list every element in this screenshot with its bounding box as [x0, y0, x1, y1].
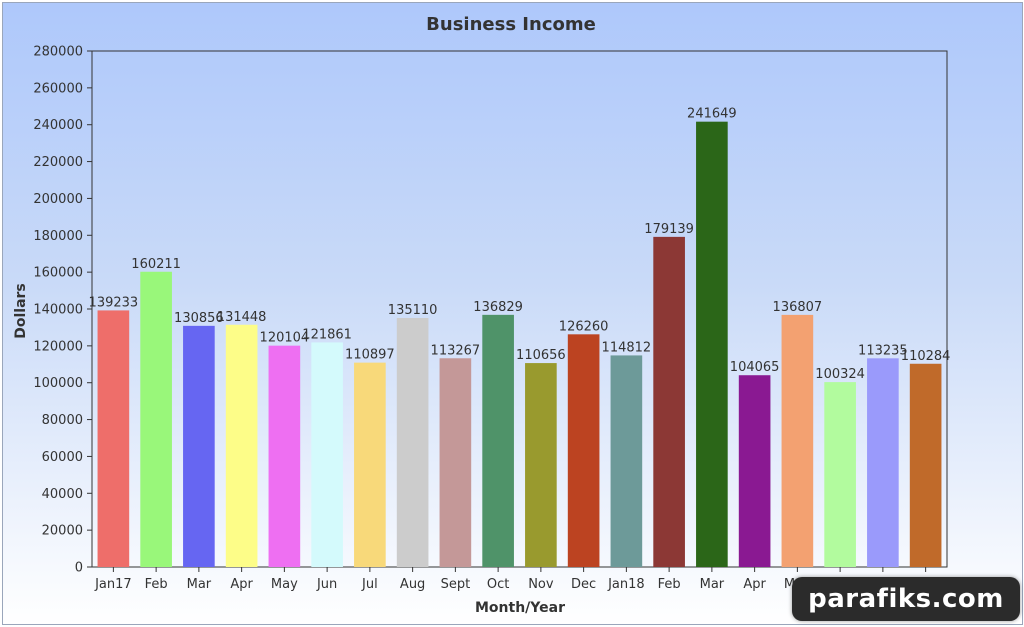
bar-value-label: 160211 — [131, 257, 181, 272]
x-tick-label: May — [271, 577, 298, 592]
bar-value-label: 110897 — [345, 348, 395, 363]
y-tick-label: 280000 — [33, 45, 83, 60]
y-tick-label: 180000 — [33, 229, 83, 244]
x-tick-label: Mar — [700, 577, 725, 592]
y-tick-label: 80000 — [42, 413, 83, 428]
bar — [482, 314, 514, 567]
bar — [867, 358, 899, 567]
bar — [781, 314, 814, 567]
bar-value-label: 110284 — [901, 349, 951, 364]
x-tick-label: Jun — [316, 577, 337, 592]
bar-value-label: 126260 — [559, 319, 609, 334]
watermark-text: parafiks.com — [808, 584, 1004, 614]
x-tick-label: Jan17 — [94, 577, 132, 592]
bar — [97, 310, 130, 567]
bar-value-label: 179139 — [644, 222, 694, 237]
x-tick-label: Feb — [145, 577, 168, 592]
bar-value-label: 135110 — [388, 303, 438, 318]
y-tick-label: 60000 — [42, 450, 83, 465]
bar-value-label: 110656 — [516, 348, 566, 363]
bar — [610, 355, 643, 567]
bar — [653, 236, 685, 567]
x-tick-label: Jan18 — [607, 577, 645, 592]
bar-value-label: 113267 — [431, 343, 481, 358]
x-tick-label: Oct — [487, 577, 509, 592]
bar — [696, 121, 728, 567]
y-tick-label: 240000 — [33, 118, 83, 133]
watermark-logo: parafiks.com — [792, 577, 1020, 621]
y-axis-ticks: 0 20000 40000 60000 80000 100000 120000 140000 1… — [33, 45, 92, 576]
bar-value-label: 104065 — [730, 360, 780, 375]
x-tick-label: Apr — [743, 577, 766, 592]
x-tick-label: Aug — [400, 577, 425, 592]
x-tick-label: Sept — [441, 577, 471, 592]
bar-value-label: 130856 — [174, 311, 224, 326]
y-tick-label: 260000 — [33, 81, 83, 96]
bar-value-label: 241649 — [687, 107, 737, 122]
y-axis-label: Dollars — [13, 283, 29, 339]
bar-value-label: 136807 — [773, 300, 823, 315]
bar-value-label: 120104 — [260, 331, 310, 346]
y-tick-label: 140000 — [33, 303, 83, 318]
bar — [525, 363, 557, 567]
bar-chart: Business Income Dollars Month/Year 0 2000… — [13, 14, 951, 616]
bar-value-label: 136829 — [473, 300, 523, 315]
bar — [268, 345, 301, 567]
bar — [439, 358, 472, 567]
bar — [225, 324, 258, 567]
x-axis-label: Month/Year — [475, 600, 565, 616]
bar — [396, 318, 429, 567]
bar — [183, 325, 215, 567]
chart-title: Business Income — [426, 14, 596, 35]
bar-value-label: 131448 — [217, 310, 267, 325]
y-tick-label: 200000 — [33, 192, 83, 207]
bar — [140, 271, 172, 567]
bar-value-label: 121861 — [302, 327, 352, 342]
bar-value-label: 113235 — [858, 343, 908, 358]
y-tick-label: 120000 — [33, 339, 83, 354]
x-tick-label: Jul — [361, 577, 378, 592]
bar-value-label: 100324 — [815, 367, 865, 382]
x-tick-label: Feb — [658, 577, 681, 592]
bar — [909, 363, 942, 567]
bar-value-label: 139233 — [89, 295, 139, 310]
y-tick-label: 20000 — [42, 524, 83, 539]
bar — [738, 375, 771, 567]
y-tick-label: 220000 — [33, 155, 83, 170]
y-tick-label: 160000 — [33, 266, 83, 281]
bar — [311, 342, 343, 567]
bar — [824, 382, 856, 567]
x-tick-label: Apr — [230, 577, 253, 592]
bar — [354, 362, 386, 567]
x-tick-label: Mar — [187, 577, 212, 592]
bar — [567, 334, 600, 567]
x-tick-label: Nov — [528, 577, 554, 592]
x-tick-label: Dec — [571, 577, 596, 592]
y-tick-label: 40000 — [42, 487, 83, 502]
y-tick-label: 0 — [75, 561, 83, 576]
y-tick-label: 100000 — [33, 376, 83, 391]
bar-value-label: 114812 — [602, 340, 652, 355]
